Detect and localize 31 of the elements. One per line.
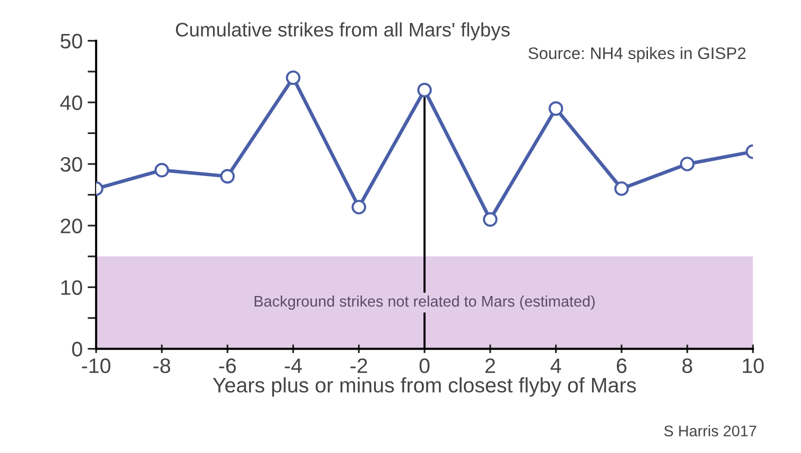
point <box>286 70 300 86</box>
x-tick-label: 6 <box>616 358 626 374</box>
y-tick-label: 20 <box>60 218 82 234</box>
x-tick-label: -8 <box>153 358 170 374</box>
point <box>548 101 564 116</box>
text: S Harris 2017 <box>664 425 756 436</box>
point <box>482 212 498 227</box>
point <box>614 181 629 196</box>
x-tick-label: 10 <box>742 358 764 374</box>
point <box>417 82 432 98</box>
x-tick-label: -2 <box>350 358 368 373</box>
x-tick-label: 8 <box>682 358 692 374</box>
y-tick-label: 50 <box>60 34 82 49</box>
annotation: Source: NH4 spikes in GISP2 <box>528 46 746 62</box>
y-tick-label: 0 <box>72 342 82 357</box>
x-axis-title: Years plus or minus from closest flyby of Mars <box>212 377 636 397</box>
x-tick-label: 2 <box>485 358 495 373</box>
point <box>352 200 366 214</box>
y-tick-label: 30 <box>60 156 82 172</box>
y-tick-label: 40 <box>60 95 82 110</box>
x-tick-label: 0 <box>420 358 430 374</box>
point <box>220 169 235 184</box>
chart-title: Cumulative strikes from all Mars' flybys <box>176 22 510 40</box>
x-tick-label: -10 <box>82 358 110 374</box>
point <box>154 162 170 178</box>
x-tick-label: -4 <box>284 358 302 373</box>
point <box>680 156 695 172</box>
y-tick-label: 10 <box>61 280 82 295</box>
x-tick-label: -6 <box>219 358 236 374</box>
x-tick-label: 4 <box>550 358 562 373</box>
band-label: Background strikes not related to Mars (estimated) <box>254 295 595 310</box>
